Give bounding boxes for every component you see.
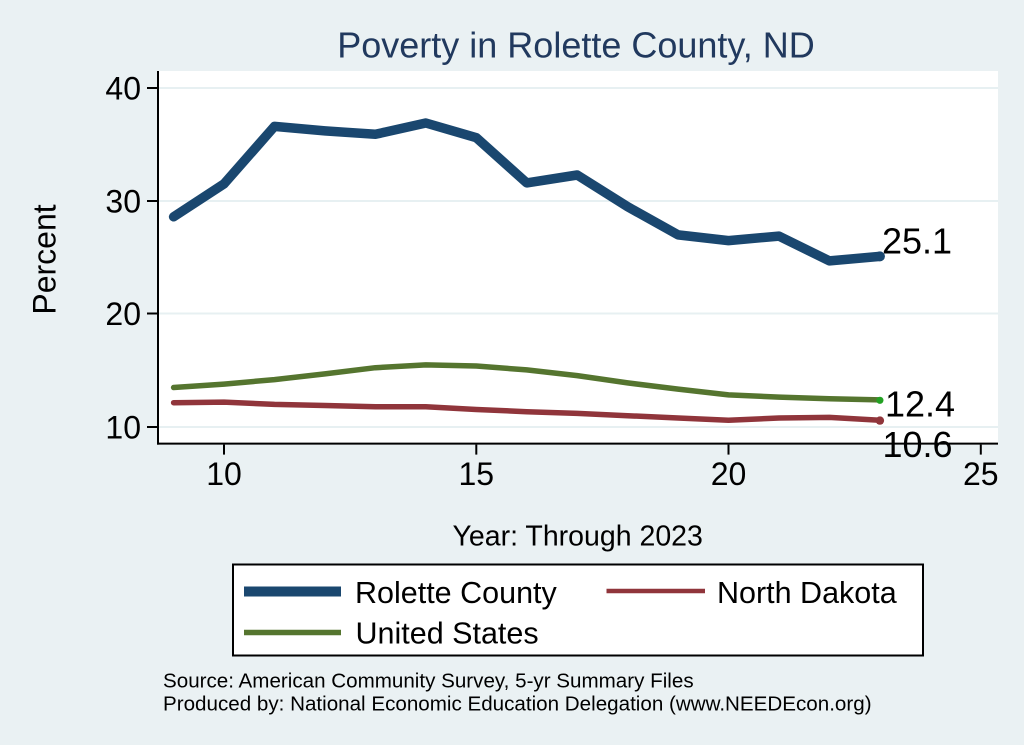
svg-text:10: 10 (206, 456, 242, 492)
svg-text:Poverty in Rolette County, ND: Poverty in Rolette County, ND (337, 25, 815, 66)
svg-text:40: 40 (105, 71, 141, 107)
svg-text:20: 20 (105, 296, 141, 332)
svg-text:25.1: 25.1 (882, 221, 952, 262)
svg-text:Produced by: National Economic: Produced by: National Economic Education… (163, 693, 872, 716)
svg-text:United States: United States (356, 617, 539, 651)
svg-text:10.6: 10.6 (883, 424, 953, 465)
svg-text:Rolette County: Rolette County (355, 576, 557, 610)
svg-text:25: 25 (963, 456, 999, 492)
svg-text:Year: Through 2023: Year: Through 2023 (453, 521, 703, 553)
svg-text:20: 20 (711, 456, 747, 492)
svg-text:15: 15 (459, 456, 495, 492)
svg-text:30: 30 (105, 184, 141, 220)
svg-text:Percent: Percent (27, 204, 63, 314)
svg-text:Source: American Community Sur: Source: American Community Survey, 5-yr … (163, 670, 694, 693)
svg-text:10: 10 (105, 410, 141, 446)
svg-text:12.4: 12.4 (885, 384, 955, 425)
svg-text:North Dakota: North Dakota (717, 576, 897, 610)
